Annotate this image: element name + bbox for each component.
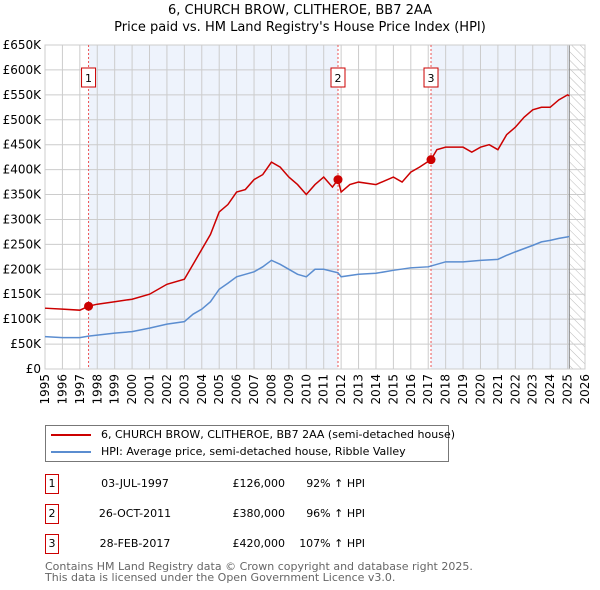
- y-tick-label: £600K: [3, 63, 43, 77]
- sale-label: 3: [428, 72, 435, 85]
- x-tick-label: 2016: [404, 374, 418, 405]
- sale-date: 26-OCT-2011: [98, 507, 172, 520]
- x-tick-label: 2025: [561, 374, 575, 405]
- x-tick-label: 2011: [317, 374, 331, 405]
- x-tick-label: 2000: [125, 374, 139, 405]
- legend-swatch-blue: [51, 451, 91, 453]
- footer-licence: This data is licensed under the Open Gov…: [45, 571, 396, 584]
- x-tick-label: 2021: [491, 374, 505, 405]
- x-tick-label: 2013: [352, 374, 366, 405]
- x-tick-label: 2002: [160, 374, 174, 405]
- y-tick-label: £550K: [3, 88, 43, 102]
- x-tick-label: 2014: [369, 374, 383, 405]
- x-tick-label: 1998: [90, 374, 104, 405]
- shaded-period-2: [431, 45, 570, 369]
- sale-label: 2: [334, 72, 341, 85]
- y-tick-label: £200K: [3, 262, 43, 276]
- sale-number: 3: [45, 534, 59, 554]
- sale-row-1: 1 03-JUL-1997 £126,000 92% ↑ HPI: [45, 474, 475, 494]
- footer-copyright: Contains HM Land Registry data © Crown c…: [45, 560, 473, 573]
- legend-swatch-red: [51, 434, 91, 436]
- sale-date: 28-FEB-2017: [99, 537, 171, 550]
- sale-price: £420,000: [232, 537, 286, 550]
- sale-hpi: 92% ↑ HPI: [306, 477, 365, 490]
- x-tick-label: 2003: [177, 374, 191, 405]
- sale-label: 1: [85, 72, 92, 85]
- x-tick-label: 2009: [282, 374, 296, 405]
- property-price-line: [44, 93, 570, 311]
- y-tick-label: £100K: [3, 312, 43, 326]
- x-tick-label: 2015: [386, 374, 400, 405]
- legend-label: 6, CHURCH BROW, CLITHEROE, BB7 2AA (semi…: [101, 428, 455, 441]
- y-tick-label: £300K: [3, 212, 43, 226]
- y-tick-label: £500K: [3, 113, 43, 127]
- sale-number: 2: [45, 504, 59, 524]
- x-tick-label: 2019: [456, 374, 470, 405]
- sale-hpi: 107% ↑ HPI: [299, 537, 365, 550]
- x-tick-label: 2004: [195, 374, 209, 405]
- x-tick-label: 2022: [508, 374, 522, 405]
- x-tick-label: 2018: [439, 374, 453, 405]
- x-tick-label: 1996: [55, 374, 69, 405]
- y-tick-label: £150K: [3, 287, 43, 301]
- sale-row-2: 2 26-OCT-2011 £380,000 96% ↑ HPI: [45, 504, 475, 524]
- legend-label: HPI: Average price, semi-detached house,…: [101, 445, 406, 458]
- sale-point: [84, 301, 94, 311]
- x-tick-label: 2012: [334, 374, 348, 405]
- y-tick-label: £650K: [3, 38, 43, 52]
- sale-label-box: [423, 67, 439, 88]
- x-tick-label: 2024: [543, 374, 557, 405]
- y-tick-label: £50K: [10, 337, 42, 351]
- x-tick-label: 1997: [73, 374, 87, 405]
- legend: 6, CHURCH BROW, CLITHEROE, BB7 2AA (semi…: [45, 425, 455, 462]
- sale-label-box: [330, 67, 346, 88]
- x-tick-label: 2020: [473, 374, 487, 405]
- sale-row-3: 3 28-FEB-2017 £420,000 107% ↑ HPI: [45, 534, 475, 554]
- x-tick-label: 2007: [247, 374, 261, 405]
- y-tick-label: £450K: [3, 138, 43, 152]
- x-tick-label: 2010: [299, 374, 313, 405]
- x-tick-label: 2026: [578, 374, 592, 405]
- y-tick-label: £0: [26, 362, 41, 376]
- x-tick-label: 2006: [230, 374, 244, 405]
- sale-hpi: 96% ↑ HPI: [306, 507, 365, 520]
- sale-date: 03-JUL-1997: [101, 477, 169, 490]
- y-tick-label: £350K: [3, 188, 43, 202]
- plot-area: 1995 1996 1997 1998 1999 2000 2001 2002 2003 2004…: [3, 38, 592, 405]
- sale-point: [426, 155, 436, 165]
- shaded-period-1: [88, 45, 338, 369]
- chart-subtitle: Price paid vs. HM Land Registry's House …: [114, 20, 486, 35]
- sale-point: [333, 175, 343, 185]
- x-tick-label: 2005: [212, 374, 226, 405]
- x-tick-label: 2001: [143, 374, 157, 405]
- sale-number: 1: [45, 474, 59, 494]
- x-tick-label: 1999: [108, 374, 122, 405]
- x-tick-label: 2008: [264, 374, 278, 405]
- forecast-hatch: [569, 45, 585, 369]
- plot-border: [44, 44, 586, 370]
- chart-title: 6, CHURCH BROW, CLITHEROE, BB7 2AA: [167, 3, 433, 18]
- x-tick-label: 2023: [526, 374, 540, 405]
- sale-price: £380,000: [232, 507, 286, 520]
- hpi-line: [44, 235, 570, 339]
- sale-label-box: [81, 67, 97, 88]
- y-tick-label: £250K: [3, 237, 43, 251]
- x-tick-label: 2017: [421, 374, 435, 405]
- y-tick-label: £400K: [3, 163, 43, 177]
- sale-price: £126,000: [232, 477, 286, 490]
- x-tick-label: 1995: [38, 374, 52, 405]
